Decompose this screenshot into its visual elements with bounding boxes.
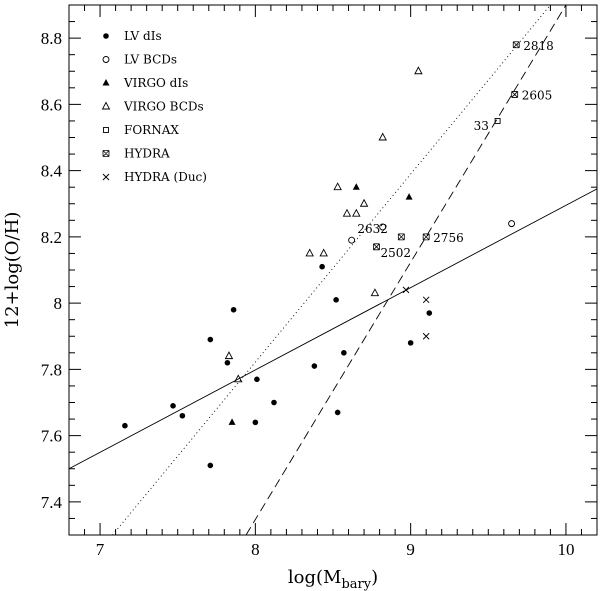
- fit-line-solid: [69, 188, 597, 470]
- data-point: [370, 288, 380, 297]
- data-point: [352, 183, 360, 190]
- data-point: [426, 310, 433, 316]
- data-point: [224, 351, 234, 360]
- x-axis-label: log(Mbary): [288, 567, 378, 591]
- fit-line-dotted: [112, 5, 551, 535]
- data-point: [224, 359, 231, 366]
- data-point: [494, 117, 501, 124]
- series-lv-dis: [122, 263, 433, 469]
- data-point: [405, 193, 413, 200]
- data-point: [407, 340, 414, 346]
- data-point: [348, 236, 356, 244]
- y-tick-label: 8: [54, 294, 63, 313]
- series-virgo-bcds: [224, 66, 423, 383]
- data-point: [511, 91, 519, 98]
- data-point: [508, 220, 516, 228]
- data-point: [228, 418, 236, 425]
- y-tick-label: 7.8: [41, 360, 62, 379]
- legend-marker: [102, 150, 110, 157]
- data-point: [207, 462, 214, 469]
- data-point: [207, 336, 214, 343]
- data-points: [122, 41, 520, 469]
- x-tick-label: 7: [96, 540, 105, 559]
- series-hydra-duc-: [402, 286, 430, 340]
- y-tick-label: 8.8: [41, 29, 62, 48]
- legend-marker: [102, 173, 110, 181]
- x-tick-label: 10: [557, 540, 574, 559]
- legend-label: FORNAX: [124, 123, 179, 137]
- legend-label: LV BCDs: [124, 53, 177, 67]
- series-fornax: [494, 117, 501, 124]
- legend-label: HYDRA: [124, 147, 170, 161]
- axis-ticks: 7 8 9 10 7.4 7.6 7.8 8 8.2 8.4 8.6 8.8: [41, 5, 598, 559]
- annotation-label: 33: [474, 119, 489, 133]
- annotation-label: 2502: [380, 246, 411, 260]
- data-point: [402, 286, 410, 294]
- y-tick-label: 7.6: [41, 427, 62, 446]
- y-tick-label: 8.2: [41, 228, 62, 247]
- legend-marker: [103, 33, 109, 39]
- data-point: [230, 306, 237, 313]
- data-point: [311, 363, 318, 369]
- data-point: [422, 296, 430, 304]
- data-point: [319, 248, 328, 257]
- series-hydra: [373, 41, 520, 251]
- legend-label: HYDRA (Duc): [124, 170, 207, 184]
- data-point: [342, 208, 352, 217]
- data-point: [333, 297, 339, 303]
- y-tick-label: 7.4: [41, 493, 63, 512]
- annotation-label: 2605: [522, 88, 553, 102]
- data-point: [379, 223, 387, 231]
- legend: LV dIs LV BCDs VIRGO dIs VIRGO BCDs FORNAX HY…: [101, 29, 207, 184]
- data-point: [254, 376, 260, 383]
- x-tick-label: 9: [406, 540, 415, 559]
- data-point: [359, 198, 369, 207]
- legend-marker: [103, 127, 109, 133]
- legend-marker: [102, 56, 110, 63]
- y-tick-label: 8.4: [41, 162, 63, 181]
- y-axis-label: 12+log(O/H): [2, 212, 23, 329]
- data-point: [422, 233, 430, 241]
- data-point: [378, 132, 387, 141]
- y-tick-label: 8.6: [41, 95, 62, 114]
- legend-label: VIRGO BCDs: [123, 100, 204, 114]
- legend-marker: [101, 101, 111, 110]
- data-point: [271, 399, 277, 406]
- data-point: [122, 422, 128, 429]
- data-point: [422, 332, 430, 340]
- data-point: [170, 403, 176, 409]
- data-point: [373, 243, 380, 251]
- fit-line-dashed: [245, 5, 567, 535]
- legend-label: LV dIs: [124, 29, 162, 43]
- data-point: [319, 263, 325, 270]
- data-point: [305, 248, 314, 257]
- data-point: [341, 350, 347, 356]
- point-annotations: 2818 2605 33 2632 2756 2502: [357, 39, 553, 260]
- data-point: [234, 374, 243, 383]
- annotation-label: 2818: [523, 39, 554, 53]
- annotation-label: 2756: [433, 231, 464, 245]
- legend-label: VIRGO dIs: [123, 76, 188, 90]
- fit-lines: [69, 5, 597, 535]
- legend-marker: [102, 79, 110, 86]
- data-point: [397, 233, 405, 241]
- series-virgo-dis: [228, 183, 413, 425]
- data-point: [414, 66, 423, 75]
- annotation-label: 2632: [357, 222, 388, 236]
- data-point: [179, 412, 186, 419]
- data-point: [334, 409, 341, 416]
- data-point: [512, 41, 520, 49]
- data-point: [252, 419, 259, 426]
- series-lv-bcds: [348, 220, 516, 244]
- data-point: [333, 182, 342, 191]
- x-tick-label: 8: [251, 540, 260, 559]
- data-point: [352, 208, 361, 217]
